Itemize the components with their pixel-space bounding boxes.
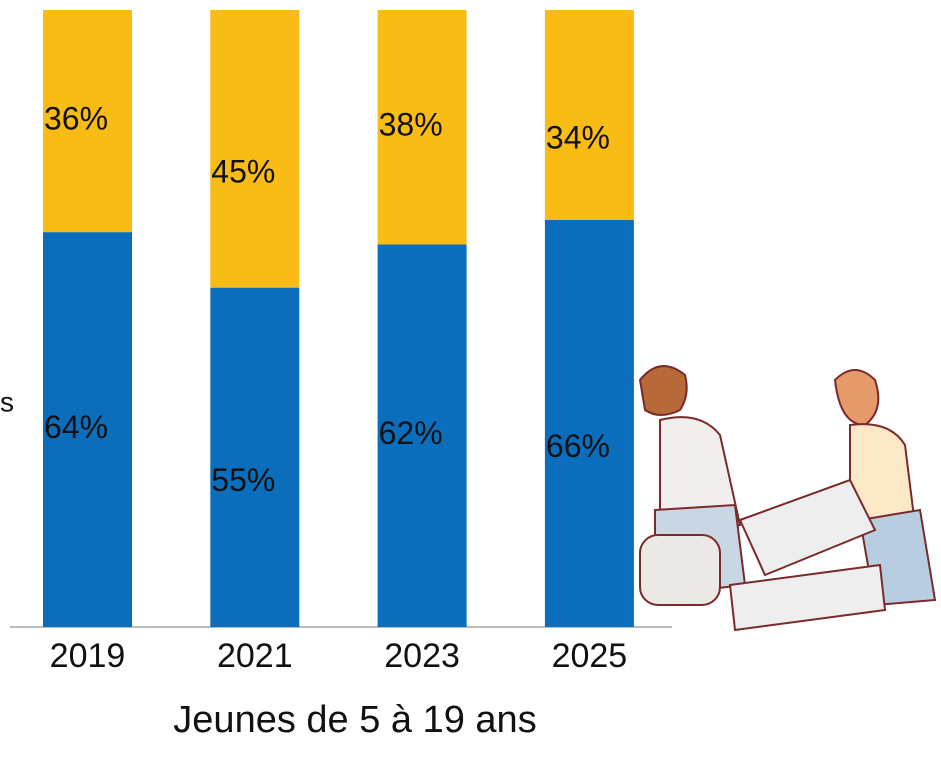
data-label: 64% [44,409,108,445]
bar-segment [210,10,299,288]
data-label: 45% [211,153,275,189]
data-label: 66% [546,428,610,464]
data-label: 36% [44,101,108,137]
bar-segment [545,10,634,220]
data-label: 55% [211,462,275,498]
bar-segment [210,288,299,627]
x-tick-label: 2023 [384,637,460,675]
x-tick-label: 2021 [217,637,293,675]
x-tick-label: 2019 [50,637,126,675]
data-label: 38% [379,107,443,143]
data-label: 34% [546,119,610,155]
chart: s Jeunes de 5 à 19 ans 64% 36% 55% 45% 62% 38… [0,0,941,766]
data-label: 62% [379,415,443,451]
bar-segment [545,220,634,627]
x-tick-label: 2025 [552,637,628,675]
annotation: s [0,386,14,417]
x-axis-title: Jeunes de 5 à 19 ans [173,699,536,741]
illustration [640,366,935,630]
